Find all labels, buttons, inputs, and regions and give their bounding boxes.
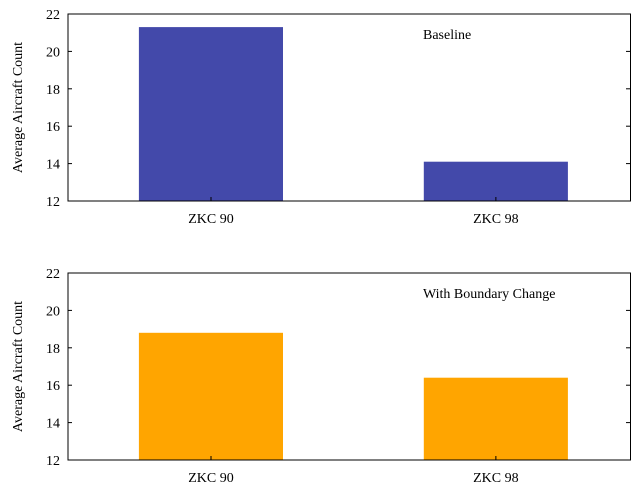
y-tick-label: 22 — [46, 8, 60, 23]
y-tick-label: 12 — [46, 454, 60, 469]
bar-zkc-90 — [138, 332, 283, 460]
bar-zkc-90 — [138, 27, 283, 201]
y-tick-label: 14 — [46, 417, 60, 432]
y-tick-label: 16 — [46, 120, 60, 135]
y-tick-label: 12 — [46, 195, 60, 210]
y-axis-label: Average Aircraft Count — [11, 42, 26, 173]
x-tick-label: ZKC 90 — [188, 471, 234, 485]
x-tick-label: ZKC 90 — [188, 212, 234, 227]
y-tick-label: 20 — [46, 304, 60, 319]
y-tick-label: 16 — [46, 379, 60, 394]
bar-zkc-98 — [423, 377, 568, 460]
y-tick-label: 22 — [46, 267, 60, 282]
x-tick-label: ZKC 98 — [473, 212, 519, 227]
y-axis-label: Average Aircraft Count — [11, 301, 26, 432]
x-tick-label: ZKC 98 — [473, 471, 519, 485]
series-annotation: Baseline — [423, 28, 471, 43]
y-tick-label: 18 — [46, 342, 60, 357]
y-tick-label: 18 — [46, 83, 60, 98]
y-tick-label: 14 — [46, 158, 60, 173]
bar-zkc-98 — [423, 161, 568, 201]
series-annotation: With Boundary Change — [423, 287, 555, 302]
y-tick-label: 20 — [46, 45, 60, 60]
